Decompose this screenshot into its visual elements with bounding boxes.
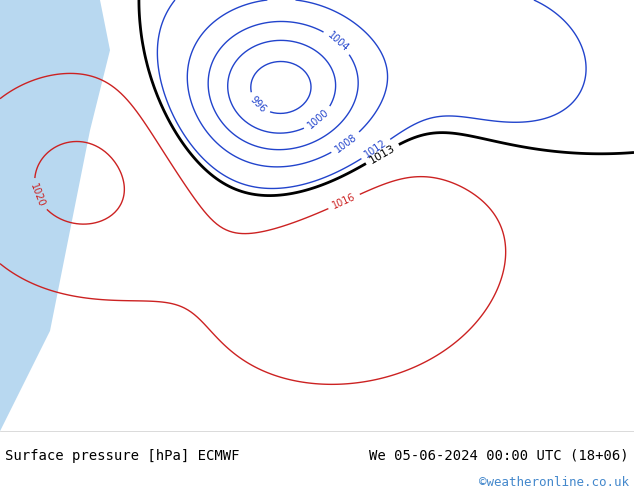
Text: 1012: 1012 [363,138,389,160]
Text: Surface pressure [hPa] ECMWF: Surface pressure [hPa] ECMWF [5,449,240,463]
Text: 1008: 1008 [333,132,359,154]
Text: 1000: 1000 [306,107,331,131]
Polygon shape [0,0,110,431]
Text: ©weatheronline.co.uk: ©weatheronline.co.uk [479,476,629,489]
Text: 1004: 1004 [325,30,350,54]
Text: We 05-06-2024 00:00 UTC (18+06): We 05-06-2024 00:00 UTC (18+06) [370,449,629,463]
Text: 1016: 1016 [331,192,358,211]
Text: 1013: 1013 [368,143,397,165]
Text: 1020: 1020 [29,182,46,208]
Text: 996: 996 [248,95,268,115]
